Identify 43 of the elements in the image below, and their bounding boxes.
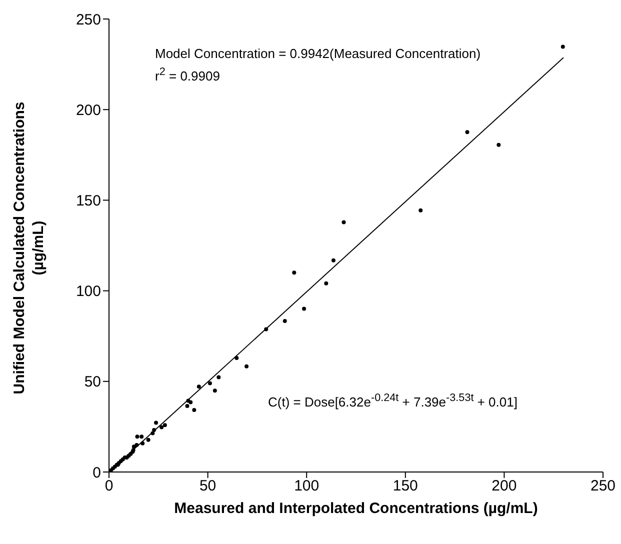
x-tick-label: 50 (199, 478, 216, 495)
annotation: Model Concentration = 0.9942(Measured Concentration) (155, 46, 481, 61)
point (212, 388, 217, 393)
y-axis-title: Unified Model Calculated Concentrations (µg/mL) (10, 100, 48, 396)
x-tick-label: 0 (104, 478, 114, 495)
point (282, 319, 287, 324)
point (342, 220, 346, 224)
point (292, 270, 296, 275)
point (146, 438, 150, 442)
point (234, 356, 239, 360)
point (465, 130, 470, 134)
point (302, 306, 306, 311)
annotation: C(t) = Dose[6.32e$^{-0.24t}$ + 7.39e$^{-3.53t}$ + 0.01] (268, 392, 518, 410)
point (160, 425, 164, 430)
x-tick-label: 150 (392, 478, 418, 495)
y-tick-label: 100 (76, 283, 101, 300)
y-tick-label: 200 (76, 102, 101, 119)
x-tick-label: 100 (294, 478, 320, 495)
point (196, 384, 201, 389)
point (154, 420, 158, 425)
point (162, 423, 167, 428)
x-axis-title: Measured and Interpolated Concentrations (µg/mL) (173, 500, 539, 517)
x-tick-label: 250 (590, 478, 616, 495)
point (132, 444, 136, 449)
point (331, 258, 336, 262)
point (208, 381, 212, 386)
point (216, 375, 221, 380)
y-tick-label: 50 (84, 374, 101, 391)
point (140, 434, 144, 439)
point (188, 400, 193, 404)
point (324, 281, 328, 286)
point (135, 434, 140, 439)
point (192, 408, 196, 412)
point (496, 142, 501, 147)
y-tick-label: 250 (76, 11, 101, 28)
y-tick-label: 150 (76, 192, 101, 210)
point (244, 364, 249, 368)
point (560, 44, 565, 49)
annotation: r$^{2}$ = 0.9909 (155, 66, 220, 84)
point (185, 404, 190, 408)
point (418, 208, 423, 212)
y-tick-label: 0 (92, 464, 101, 482)
x-tick-label: 200 (492, 478, 517, 495)
